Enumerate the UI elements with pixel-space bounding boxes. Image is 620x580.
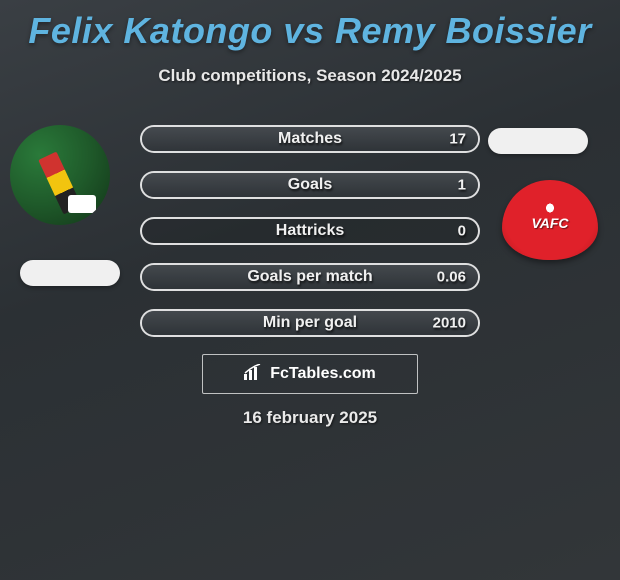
brand-box[interactable]: FcTables.com (202, 354, 418, 394)
stat-label: Hattricks (276, 222, 344, 240)
title-player2: Remy Boissier (335, 10, 592, 51)
stat-value-right: 0 (458, 223, 466, 240)
title-vs: vs (283, 10, 324, 51)
subtitle: Club competitions, Season 2024/2025 (0, 66, 620, 86)
player2-club-badge: VAFC (502, 180, 598, 260)
player1-avatar (10, 125, 110, 225)
stat-label: Min per goal (263, 314, 357, 332)
stat-value-right: 17 (449, 131, 466, 148)
page-title: Felix Katongo vs Remy Boissier (0, 0, 620, 52)
stat-row-gpm: Goals per match 0.06 (140, 263, 480, 291)
club-badge-text: VAFC (531, 209, 568, 231)
stat-row-matches: Matches 17 (140, 125, 480, 153)
title-player1: Felix Katongo (28, 10, 273, 51)
stat-value-right: 0.06 (437, 269, 466, 286)
stat-row-mpg: Min per goal 2010 (140, 309, 480, 337)
stat-label: Matches (278, 130, 342, 148)
stat-label: Goals per match (247, 268, 372, 286)
chart-icon (244, 364, 264, 385)
stat-value-right: 1 (458, 177, 466, 194)
stats-container: Matches 17 Goals 1 Hattricks 0 Goals per… (140, 125, 480, 355)
stat-value-right: 2010 (433, 315, 466, 332)
brand-text: FcTables.com (270, 365, 376, 383)
stat-label: Goals (288, 176, 332, 194)
stat-row-goals: Goals 1 (140, 171, 480, 199)
player2-flag (488, 128, 588, 154)
stat-row-hattricks: Hattricks 0 (140, 217, 480, 245)
footer-date: 16 february 2025 (243, 408, 377, 428)
player1-flag (20, 260, 120, 286)
